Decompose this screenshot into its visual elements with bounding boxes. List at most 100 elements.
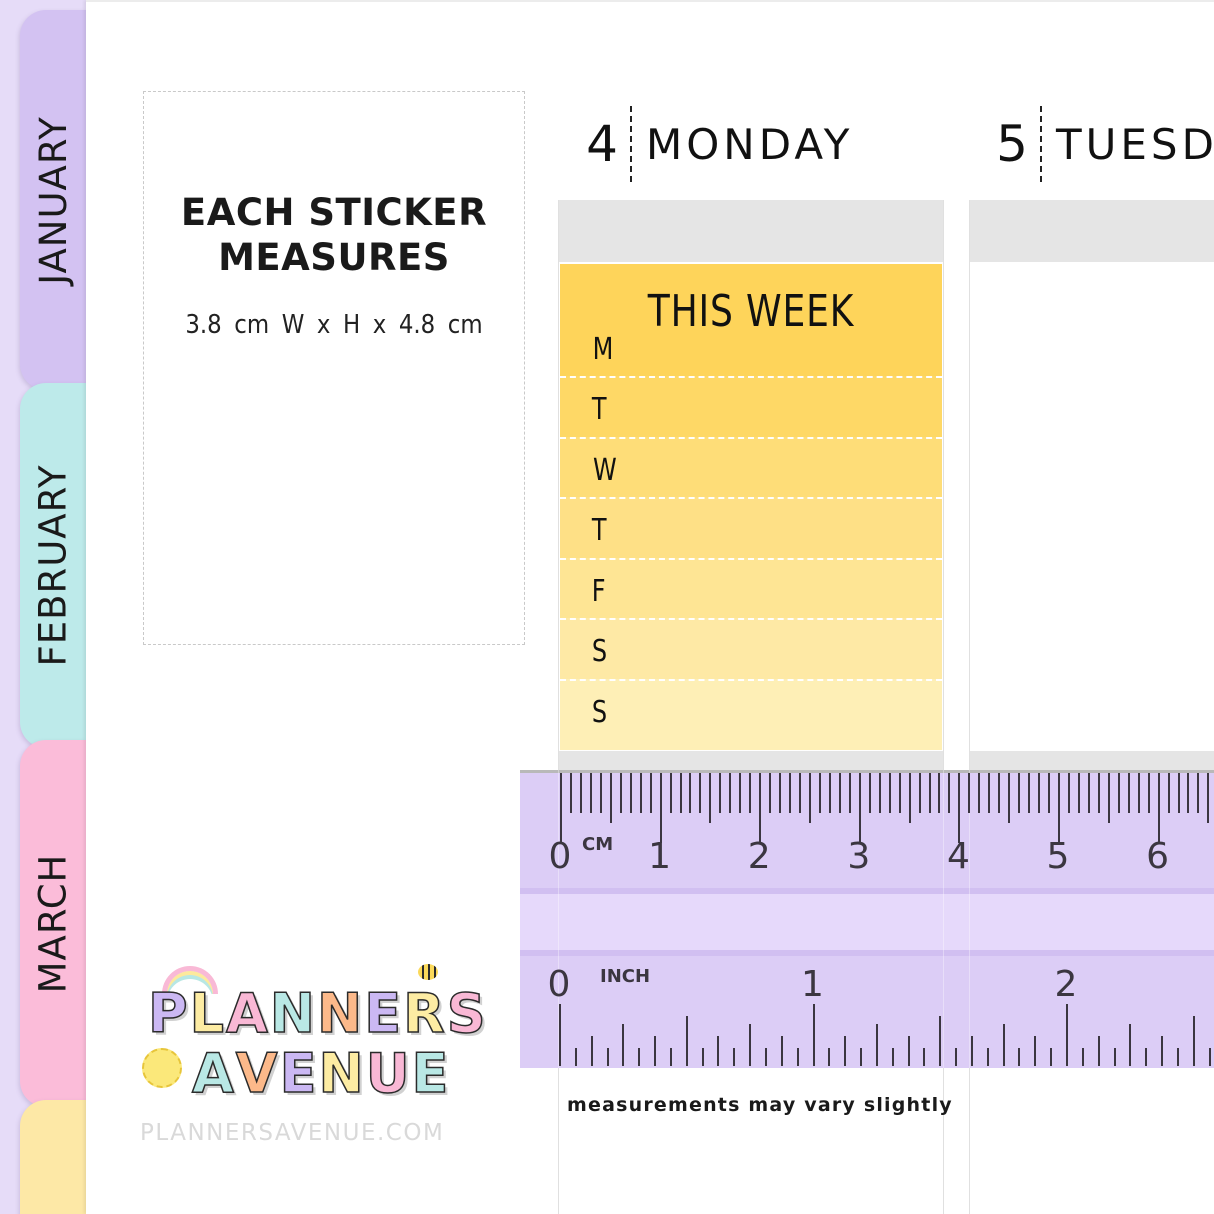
- cm-tick: [998, 773, 1001, 813]
- cm-tick: [769, 773, 772, 813]
- cm-number-label: 5: [1046, 836, 1070, 877]
- inch-tick: [986, 1048, 989, 1066]
- cm-tick: [679, 773, 682, 813]
- inch-tick: [875, 1024, 878, 1066]
- inch-tick: [780, 1036, 783, 1066]
- inch-tick: [1050, 1048, 1053, 1066]
- inch-tick: [701, 1048, 704, 1066]
- cm-number-label: 3: [847, 836, 871, 877]
- sticker-header: THIS WEEK M: [560, 264, 942, 376]
- logo-letter: P: [147, 981, 190, 1046]
- inch-tick: [669, 1048, 672, 1066]
- sticker-row: S: [560, 678, 942, 750]
- inch-tick: [685, 1016, 688, 1066]
- sticker-row: F: [560, 557, 942, 618]
- sun-icon: [142, 1048, 182, 1088]
- cm-tick: [1187, 773, 1190, 813]
- cm-tick: [579, 773, 582, 813]
- logo-letter: E: [411, 1041, 451, 1106]
- cm-tick: [1197, 773, 1200, 813]
- tab-next-month[interactable]: [20, 1100, 86, 1214]
- day-number: 5: [996, 115, 1028, 173]
- inch-tick: [939, 1016, 942, 1066]
- sticker-dimensions: 3.8 cm W x H x 4.8 cm: [185, 310, 483, 340]
- cm-tick: [569, 773, 572, 813]
- dashed-separator: [630, 106, 632, 182]
- inch-tick: [1066, 1004, 1068, 1066]
- cm-tick: [609, 773, 612, 823]
- cm-tick: [868, 773, 871, 813]
- logo-letter: A: [191, 1041, 236, 1106]
- weekday-label: M: [592, 332, 614, 367]
- inch-tick: [622, 1024, 625, 1066]
- inch-tick: [574, 1048, 577, 1066]
- inch-tick: [590, 1036, 593, 1066]
- cm-tick: [878, 773, 881, 813]
- cm-tick: [978, 773, 981, 813]
- weekday-label: W: [592, 452, 617, 488]
- logo-letter: R: [402, 981, 447, 1046]
- month-tab-sidebar: JANUARY FEBRUARY MARCH: [0, 0, 86, 1214]
- cm-tick: [838, 773, 841, 813]
- tab-march[interactable]: MARCH: [20, 740, 86, 1107]
- inch-tick: [844, 1036, 847, 1066]
- column-header-band: [559, 200, 943, 262]
- weekday-label: T: [591, 513, 607, 548]
- cm-tick: [789, 773, 792, 813]
- inch-tick: [812, 1004, 815, 1066]
- day-number: 4: [586, 115, 618, 173]
- cm-tick: [619, 773, 622, 813]
- cm-tick: [729, 773, 732, 813]
- tab-february[interactable]: FEBRUARY: [20, 383, 86, 748]
- inch-tick: [764, 1048, 767, 1066]
- logo-letter: E: [363, 981, 404, 1046]
- inch-tick: [606, 1048, 609, 1066]
- cm-tick: [1117, 773, 1120, 813]
- cm-tick: [709, 773, 712, 823]
- column-divider-band: [559, 751, 943, 771]
- day-header-tuesday: 5 TUESD: [988, 105, 1214, 183]
- cm-tick: [908, 773, 911, 823]
- cm-tick: [779, 773, 782, 813]
- logo-letter: N: [318, 1041, 366, 1106]
- inch-tick: [970, 1036, 973, 1066]
- column-divider-band: [970, 751, 1214, 771]
- cm-tick: [560, 773, 562, 843]
- inch-tick: [1161, 1036, 1164, 1066]
- cm-tick: [938, 773, 941, 813]
- logo-word-planners: PLANNERS: [147, 981, 488, 1046]
- tab-january[interactable]: JANUARY: [20, 10, 86, 390]
- logo-word-avenue: AVENUE: [191, 1041, 451, 1106]
- ruler: CM INCH 0 1 2 3 4 5 6 0 1 2: [520, 770, 1214, 1068]
- cm-tick: [858, 773, 861, 843]
- inch-tick: [860, 1048, 863, 1066]
- inch-tick: [1145, 1048, 1148, 1066]
- inch-tick: [1034, 1036, 1037, 1066]
- cm-tick: [818, 773, 821, 813]
- cm-tick: [1058, 773, 1060, 843]
- day-header-monday: 4 MONDAY: [578, 105, 853, 183]
- logo-letter: E: [279, 1041, 319, 1106]
- cm-tick: [599, 773, 602, 813]
- inch-unit-label: INCH: [600, 966, 651, 987]
- cm-tick: [759, 773, 762, 843]
- cm-tick: [848, 773, 851, 813]
- cm-tick: [1028, 773, 1031, 813]
- weekday-label: S: [591, 694, 608, 730]
- cm-tick: [1167, 773, 1170, 813]
- cm-tick: [1137, 773, 1140, 813]
- sticker-title: THIS WEEK: [647, 286, 855, 337]
- inch-tick: [796, 1048, 799, 1066]
- cm-tick: [968, 773, 971, 813]
- cm-tick: [898, 773, 901, 813]
- cm-tick: [988, 773, 991, 813]
- inch-tick: [1176, 1048, 1179, 1066]
- sticker-row: W: [560, 436, 942, 497]
- bee-icon: [418, 964, 438, 980]
- cm-tick: [809, 773, 811, 823]
- inch-tick: [654, 1036, 657, 1066]
- cm-tick: [1038, 773, 1041, 813]
- inch-tick: [1113, 1048, 1116, 1066]
- inch-tick: [717, 1036, 720, 1066]
- planners-avenue-logo: PLANNERS AVENUE: [140, 962, 500, 1106]
